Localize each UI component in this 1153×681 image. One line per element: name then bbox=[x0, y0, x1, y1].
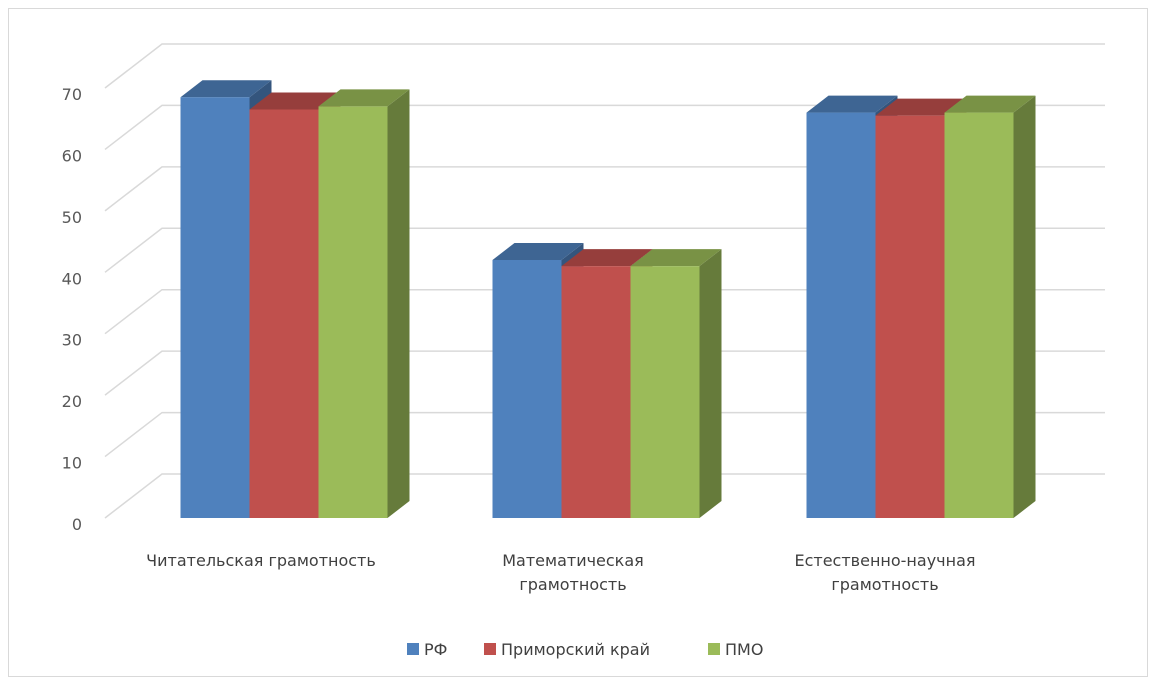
bar-front bbox=[180, 97, 250, 518]
y-tick-label: 60 bbox=[62, 146, 82, 165]
bar-front bbox=[806, 112, 876, 519]
bar-ПМО bbox=[944, 95, 1036, 519]
bar-top bbox=[806, 95, 898, 113]
category-labels: Читательская грамотность Математическая гр… bbox=[146, 551, 975, 594]
bar-ПМО bbox=[630, 249, 722, 518]
gridline bbox=[104, 411, 1105, 458]
gridline bbox=[104, 227, 1105, 273]
gridline bbox=[104, 288, 1105, 335]
bar-front bbox=[492, 260, 562, 518]
y-tick-label: 30 bbox=[62, 331, 82, 350]
grid-layer bbox=[104, 43, 1105, 519]
bar-front bbox=[318, 106, 388, 518]
y-tick-label: 50 bbox=[62, 208, 82, 227]
bar-top bbox=[875, 98, 967, 116]
legend-label: ПМО bbox=[725, 640, 763, 659]
category-label: Математическая грамотность bbox=[502, 551, 644, 594]
legend-swatch bbox=[407, 643, 419, 655]
legend-item: РФ bbox=[407, 640, 447, 659]
bar-top bbox=[630, 249, 722, 267]
gridline bbox=[104, 350, 1105, 396]
bar-side bbox=[387, 89, 410, 518]
legend-item: ПМО bbox=[708, 640, 763, 659]
bar-front bbox=[944, 112, 1014, 519]
y-tick-label: 40 bbox=[62, 269, 82, 288]
y-tick-label: 20 bbox=[62, 392, 82, 411]
bar-side bbox=[699, 249, 722, 518]
gridline bbox=[104, 166, 1105, 212]
bar-top bbox=[561, 249, 653, 267]
bar-top bbox=[944, 95, 1036, 113]
bar-front bbox=[249, 109, 319, 518]
bar-top bbox=[180, 80, 272, 98]
legend-swatch bbox=[484, 643, 496, 655]
legend: РФ Приморский край ПМО bbox=[407, 640, 763, 659]
bar-front bbox=[875, 115, 945, 519]
gridline bbox=[104, 104, 1105, 151]
bars-layer bbox=[180, 80, 1036, 519]
gridline bbox=[104, 473, 1105, 519]
legend-label: Приморский край bbox=[501, 640, 650, 659]
bar-top bbox=[249, 92, 341, 110]
y-tick-label: 0 bbox=[72, 515, 82, 534]
y-axis-ticks: 0 10 20 30 40 50 60 70 bbox=[62, 85, 82, 534]
y-tick-label: 70 bbox=[62, 85, 82, 104]
bar-side bbox=[1013, 95, 1036, 519]
legend-label: РФ bbox=[424, 640, 447, 659]
bar-top bbox=[318, 89, 410, 107]
bar-top bbox=[492, 243, 584, 260]
legend-item: Приморский край bbox=[484, 640, 650, 659]
bar-front bbox=[630, 266, 700, 518]
gridline bbox=[104, 43, 1105, 89]
bar-front bbox=[561, 266, 631, 518]
legend-swatch bbox=[708, 643, 720, 655]
bar-ПМО bbox=[318, 89, 410, 518]
category-label: Читательская грамотность bbox=[146, 551, 376, 570]
y-tick-label: 10 bbox=[62, 454, 82, 473]
category-label: Естественно-научная грамотность bbox=[794, 551, 975, 594]
